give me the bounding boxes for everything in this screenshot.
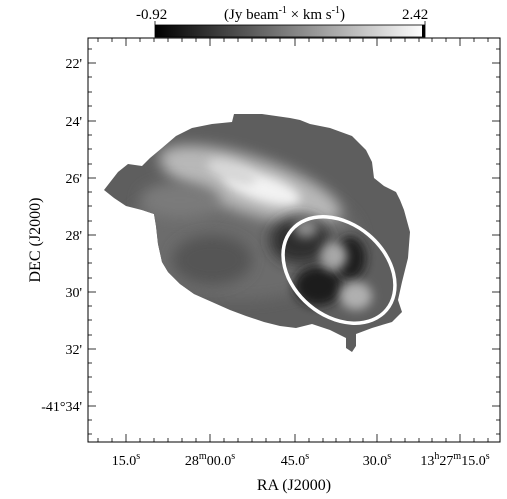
tick-marks	[88, 38, 500, 442]
colorbar-unit-label: (Jy beam-1 × km s-1)	[224, 5, 345, 23]
y-axis-label: DEC (J2000)	[27, 198, 44, 283]
colorbar-gradient	[154, 24, 426, 38]
y-tick-label: -41°34'	[41, 400, 82, 415]
region-ellipse	[281, 215, 397, 325]
x-tick-label: 13h27m15.0s	[420, 451, 489, 469]
x-tick-label: 45.0s	[281, 451, 310, 469]
x-tick-label: 30.0s	[363, 451, 392, 469]
x-tick-label: 28m00.0s	[185, 451, 235, 469]
colorbar-min-label: -0.92	[136, 7, 167, 23]
x-tick-labels: 15.0s 28m00.0s 45.0s 30.0s 13h27m15.0s	[112, 451, 490, 469]
x-tick-label: 15.0s	[112, 451, 141, 469]
y-tick-label: 32'	[65, 343, 82, 358]
y-tick-label: 28'	[65, 229, 82, 244]
colorbar: -0.92 2.42 (Jy beam-1 × km s-1)	[136, 5, 428, 38]
y-tick-label: 26'	[65, 172, 82, 187]
y-tick-labels: 22' 24' 26' 28' 30' 32' -41°34'	[41, 57, 82, 415]
x-axis-label: RA (J2000)	[257, 477, 331, 494]
y-tick-label: 30'	[65, 286, 82, 301]
y-tick-label: 24'	[65, 115, 82, 130]
y-tick-label: 22'	[65, 57, 82, 72]
colorbar-max-label: 2.42	[402, 7, 428, 23]
plot-area	[87, 37, 501, 443]
